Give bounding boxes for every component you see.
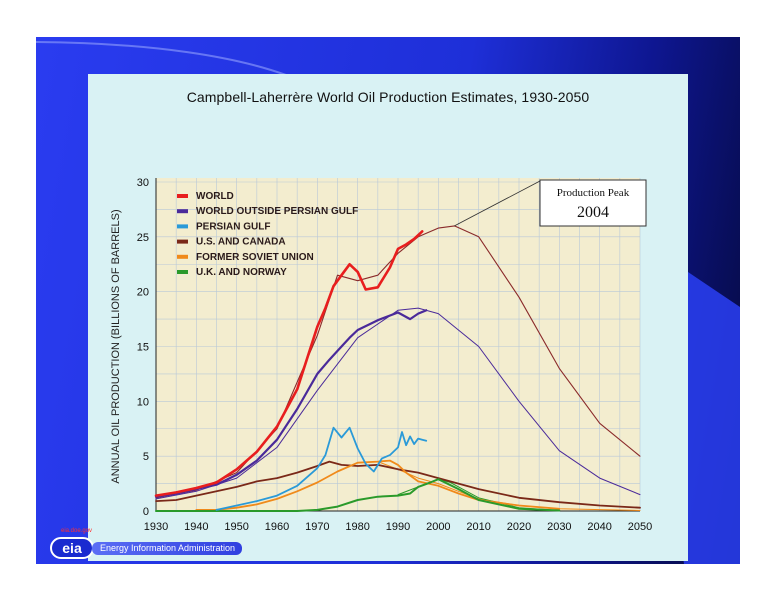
legend-label-us_canada: U.S. AND CANADA — [196, 237, 286, 248]
legend-label-uk_norway: U.K. AND NORWAY — [196, 267, 287, 278]
footer-org-name: Energy Information Administration — [92, 542, 242, 555]
x-tick-label: 1930 — [144, 521, 168, 533]
x-tick-label: 2020 — [507, 521, 531, 533]
y-tick-label: 30 — [137, 177, 149, 189]
series-line-outside_gulf — [154, 309, 428, 498]
slide-background: Campbell-Laherrère World Oil Production … — [36, 37, 740, 564]
y-tick-label: 0 — [143, 506, 149, 518]
series-line-us_canada — [155, 460, 641, 509]
series-lines — [154, 225, 641, 512]
x-tick-label: 2010 — [466, 521, 490, 533]
y-tick-label: 25 — [137, 232, 149, 244]
peak-annotation: Production Peak 2004 — [454, 179, 647, 227]
oil-production-chart: 1930 1940 1950 1960 1970 1980 1990 2000 2010 2020… — [110, 177, 652, 533]
series-line-projection_outside — [155, 307, 641, 500]
legend-swatch-world — [177, 194, 188, 198]
legend-swatch-persian_gulf — [177, 224, 188, 229]
x-tick-label: 1980 — [345, 521, 369, 533]
legend-swatch-soviet — [177, 254, 188, 259]
y-tick-label: 15 — [137, 342, 149, 354]
legend-swatch-us_canada — [177, 239, 188, 244]
y-tick-label: 10 — [137, 396, 149, 408]
x-tick-label: 2040 — [587, 521, 611, 533]
legend-label-persian_gulf: PERSIAN GULF — [196, 221, 270, 232]
x-tick-label: 1940 — [184, 521, 208, 533]
y-tick-label: 5 — [143, 451, 149, 463]
x-tick-label: 2030 — [547, 521, 571, 533]
annotation-line1: Production Peak — [557, 187, 630, 199]
series-line-uk_norway — [155, 478, 561, 512]
annotation-line2: 2004 — [577, 204, 609, 221]
chart-title: Campbell-Laherrère World Oil Production … — [186, 89, 590, 105]
x-tick-label: 1970 — [305, 521, 329, 533]
eia-logo[interactable]: eia — [50, 537, 94, 559]
legend-swatch-uk_norway — [177, 270, 188, 274]
annotation-pointer — [454, 180, 541, 227]
chart-panel: Campbell-Laherrère World Oil Production … — [88, 74, 688, 561]
x-tick-label: 2000 — [426, 521, 450, 533]
legend-label-soviet: FORMER SOVIET UNION — [196, 252, 314, 263]
y-axis-label: ANNUAL OIL PRODUCTION (BILLIONS OF BARRE… — [110, 209, 122, 483]
series-line-persian_gulf — [215, 426, 428, 511]
x-tick-label: 1950 — [224, 521, 248, 533]
x-tick-label: 2050 — [628, 521, 652, 533]
legend: WORLD WORLD OUTSIDE PERSIAN GULF PERSIAN G… — [177, 191, 358, 278]
y-tick-label: 20 — [137, 287, 149, 299]
legend-label-outside_gulf: WORLD OUTSIDE PERSIAN GULF — [196, 206, 358, 217]
x-tick-label: 1960 — [265, 521, 289, 533]
annotation-box — [539, 179, 647, 227]
footer-url[interactable]: eia.doe.gov — [61, 528, 93, 534]
legend-swatch-outside_gulf — [177, 209, 188, 214]
x-tick-label: 1990 — [386, 521, 410, 533]
legend-label-world: WORLD — [196, 191, 234, 202]
series-line-soviet — [195, 459, 561, 511]
series-line-world — [154, 230, 424, 497]
